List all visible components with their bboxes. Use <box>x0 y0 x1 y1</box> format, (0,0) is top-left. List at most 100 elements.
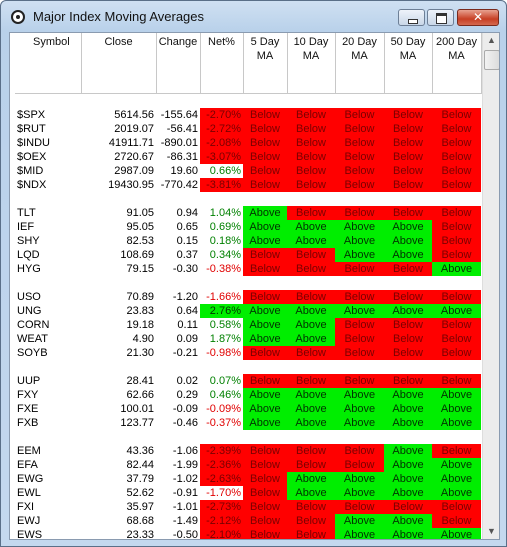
empty-cell <box>15 94 81 109</box>
data-row: WEAT 4.90 0.09 1.87% Above Above Below Below Bel… <box>15 332 481 346</box>
ma-status-cell: Below <box>287 206 335 220</box>
close-cell: 4.90 <box>132 333 154 345</box>
change-cell: 0.64 <box>176 305 198 317</box>
ma-status-cell: Above <box>287 486 335 500</box>
column-header: Close <box>81 33 157 94</box>
net-percent-cell: -3.07% <box>200 150 243 164</box>
ma-status-cell: Above <box>287 472 335 486</box>
empty-cell <box>156 360 200 374</box>
ma-status-cell: Above <box>384 514 432 528</box>
change-cell: -155.64 <box>160 109 198 121</box>
ma-status-cell: Below <box>335 262 384 276</box>
empty-cell <box>384 94 432 109</box>
ma-status-cell: Above <box>432 304 481 318</box>
net-percent-cell: -3.81% <box>200 178 243 192</box>
ma-status-cell: Above <box>384 234 432 248</box>
close-cell: 21.30 <box>126 347 154 359</box>
empty-cell <box>384 360 432 374</box>
change-cell: 19.60 <box>170 165 198 177</box>
ma-status-cell: Above <box>384 472 432 486</box>
ma-status-cell: Above <box>384 248 432 262</box>
ma-status-cell: Below <box>384 290 432 304</box>
ma-status-cell: Above <box>335 248 384 262</box>
ma-status-cell: Below <box>335 458 384 472</box>
change-cell: -1.02 <box>172 473 198 485</box>
empty-cell <box>243 94 287 109</box>
symbol-cell: WEAT <box>17 333 48 345</box>
empty-cell <box>15 276 81 290</box>
net-percent-cell: -2.08% <box>200 136 243 150</box>
ma-status-cell: Below <box>287 500 335 514</box>
scroll-down[interactable]: ▼ <box>487 526 496 536</box>
ma-status-cell: Above <box>432 472 481 486</box>
ma-status-cell: Below <box>384 374 432 388</box>
symbol-cell: FXY <box>17 389 39 401</box>
net-percent-cell: -2.36% <box>200 458 243 472</box>
ma-status-cell: Above <box>335 304 384 318</box>
ma-status-cell: Below <box>335 150 384 164</box>
ma-status-cell: Above <box>335 388 384 402</box>
ma-status-cell: Above <box>243 304 287 318</box>
close-cell: 43.36 <box>126 445 154 457</box>
empty-cell <box>81 360 156 374</box>
ma-status-cell: Above <box>287 332 335 346</box>
net-percent-cell: 0.58% <box>209 319 241 331</box>
close-cell: 79.15 <box>126 263 154 275</box>
data-row: EWL 52.62 -0.91 -1.70% Below Above Above Above A… <box>15 486 481 500</box>
net-percent-cell: -2.39% <box>200 444 243 458</box>
symbol-cell: UUP <box>17 375 41 387</box>
maximize-button[interactable] <box>427 9 454 26</box>
data-row: LQD 108.69 0.37 0.34% Below Below Above Above Be… <box>15 248 481 262</box>
close-cell: 68.68 <box>126 515 154 527</box>
title-bar: Major Index Moving Averages <box>1 1 506 31</box>
ma-status-cell: Above <box>243 234 287 248</box>
ma-status-cell: Above <box>384 388 432 402</box>
empty-cell <box>243 430 287 444</box>
net-percent-cell: 0.07% <box>209 375 241 387</box>
close-button[interactable] <box>457 9 499 26</box>
column-header: 10 Day MA <box>287 33 336 94</box>
ma-status-cell: Below <box>287 108 335 122</box>
net-percent-cell: 0.66% <box>209 165 241 177</box>
empty-cell <box>200 192 243 206</box>
symbol-cell: $NDX <box>17 179 47 191</box>
spacer-row <box>15 94 481 109</box>
ma-status-cell: Below <box>243 290 287 304</box>
minimize-button[interactable] <box>398 9 425 26</box>
ma-status-cell: Below <box>432 234 481 248</box>
empty-cell <box>335 94 384 109</box>
change-cell: 0.65 <box>176 221 198 233</box>
ma-status-cell: Below <box>243 528 287 539</box>
ma-status-cell: Below <box>335 164 384 178</box>
close-cell: 28.41 <box>126 375 154 387</box>
ma-status-cell: Above <box>384 416 432 430</box>
ma-status-cell: Below <box>287 150 335 164</box>
scroll-up[interactable]: ▲ <box>487 35 496 45</box>
ma-status-cell: Below <box>432 444 481 458</box>
ma-status-cell: Above <box>384 528 432 539</box>
data-grid: Symbol Close Change Net% 5 Day MA 10 Day MA 20… <box>15 33 482 539</box>
ma-status-cell: Above <box>335 486 384 500</box>
ma-status-cell: Above <box>384 444 432 458</box>
symbol-cell: EWJ <box>17 515 41 527</box>
net-percent-cell: 0.46% <box>209 389 241 401</box>
empty-cell <box>200 360 243 374</box>
ma-status-cell: Below <box>384 136 432 150</box>
ma-status-cell: Below <box>287 248 335 262</box>
data-row: FXE 100.01 -0.09 -0.09% Above Above Above Above… <box>15 402 481 416</box>
ma-status-cell: Below <box>432 178 481 192</box>
ma-status-cell: Below <box>243 500 287 514</box>
scroll-thumb[interactable] <box>484 50 499 70</box>
empty-cell <box>384 276 432 290</box>
symbol-cell: SHY <box>17 235 40 247</box>
scrollbar[interactable]: ▲ ▼ <box>482 33 499 539</box>
column-header: 20 Day MA <box>335 33 385 94</box>
ma-status-cell: Below <box>335 346 384 360</box>
change-cell: 0.94 <box>176 207 198 219</box>
net-percent-cell: -0.37% <box>206 417 241 429</box>
data-row: UNG 23.83 0.64 2.76% Above Above Above Above Abo… <box>15 304 481 318</box>
ma-status-cell: Below <box>243 164 287 178</box>
ma-status-cell: Above <box>335 514 384 528</box>
symbol-cell: EWL <box>17 487 41 499</box>
